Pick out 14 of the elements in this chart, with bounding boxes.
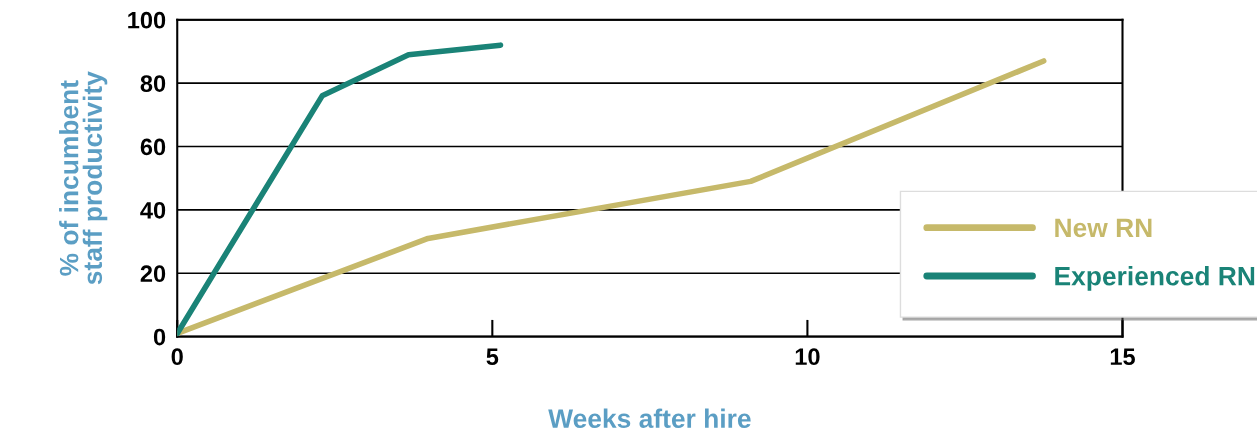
y-tick-label: 100 bbox=[128, 11, 166, 29]
x-tick-label: 0 bbox=[171, 348, 183, 366]
y-tick-label: 60 bbox=[140, 138, 166, 156]
x-tick-label: 10 bbox=[795, 348, 820, 366]
legend-label: Experienced RN bbox=[1055, 266, 1255, 291]
legend-label: New RN bbox=[1055, 218, 1152, 238]
y-tick-label: 40 bbox=[140, 201, 166, 219]
y-tick-label: 0 bbox=[153, 328, 166, 346]
x-axis-title: Weeks after hire bbox=[548, 408, 751, 428]
x-tick-label: 15 bbox=[1110, 348, 1135, 366]
y-tick-label: 80 bbox=[140, 75, 166, 92]
y-tick-label: 20 bbox=[140, 265, 166, 283]
x-tick-label: 5 bbox=[486, 348, 499, 366]
y-axis-title: % of incumbent staff productivity bbox=[59, 71, 108, 285]
